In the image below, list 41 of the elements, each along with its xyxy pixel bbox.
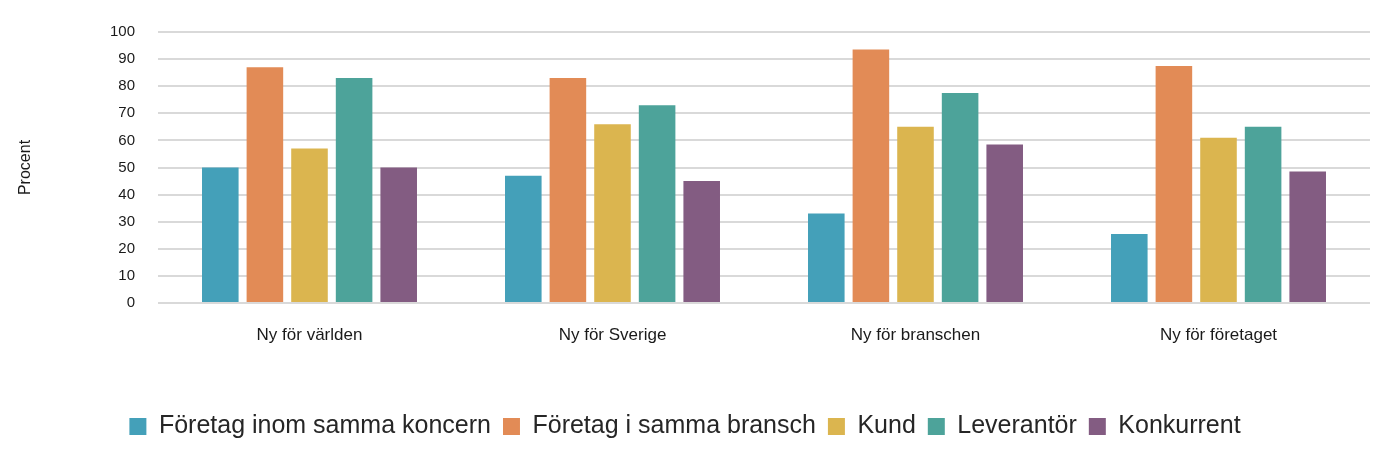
legend-label: Kund xyxy=(857,410,916,439)
y-tick-label: 40 xyxy=(118,184,135,202)
legend-label: Leverantör xyxy=(957,410,1077,439)
bar xyxy=(505,175,542,302)
bar xyxy=(380,167,417,302)
y-tick-label: 70 xyxy=(118,103,135,121)
y-tick-label: 10 xyxy=(118,266,135,284)
x-tick-label: Ny för branschen xyxy=(850,324,981,344)
y-tick-label: 0 xyxy=(126,293,135,311)
bar xyxy=(291,148,328,302)
bar xyxy=(897,126,934,302)
legend-label: Företag i samma bransch xyxy=(532,410,816,439)
bar xyxy=(1155,65,1193,302)
bar xyxy=(683,181,720,302)
bar xyxy=(808,213,845,302)
bar xyxy=(335,78,373,302)
bar xyxy=(986,144,1023,302)
bar xyxy=(202,167,239,302)
x-tick-label: Ny för företaget xyxy=(1159,324,1278,344)
y-tick-label: 20 xyxy=(118,238,135,256)
x-tick-label: Ny för Sverige xyxy=(558,324,667,344)
y-tick-label: 50 xyxy=(118,157,135,175)
y-tick-label: 60 xyxy=(118,130,135,148)
y-axis-title: Procent xyxy=(16,139,34,196)
bar xyxy=(1111,233,1148,302)
bar xyxy=(1289,171,1326,302)
y-tick-label: 80 xyxy=(118,76,135,94)
legend-label: Konkurrent xyxy=(1118,410,1241,439)
x-tick-label: Ny för världen xyxy=(256,324,363,344)
y-tick-label: 30 xyxy=(118,211,135,229)
legend-label: Företag inom samma koncern xyxy=(158,410,491,439)
bar xyxy=(638,105,676,302)
bar xyxy=(549,78,587,302)
bar xyxy=(1244,126,1282,302)
bar xyxy=(941,92,979,302)
bar xyxy=(594,124,631,302)
y-tick-label: 90 xyxy=(118,49,135,67)
y-tick-label: 100 xyxy=(109,22,135,40)
bar xyxy=(852,49,890,302)
bar xyxy=(246,67,284,302)
bar xyxy=(1200,137,1237,302)
